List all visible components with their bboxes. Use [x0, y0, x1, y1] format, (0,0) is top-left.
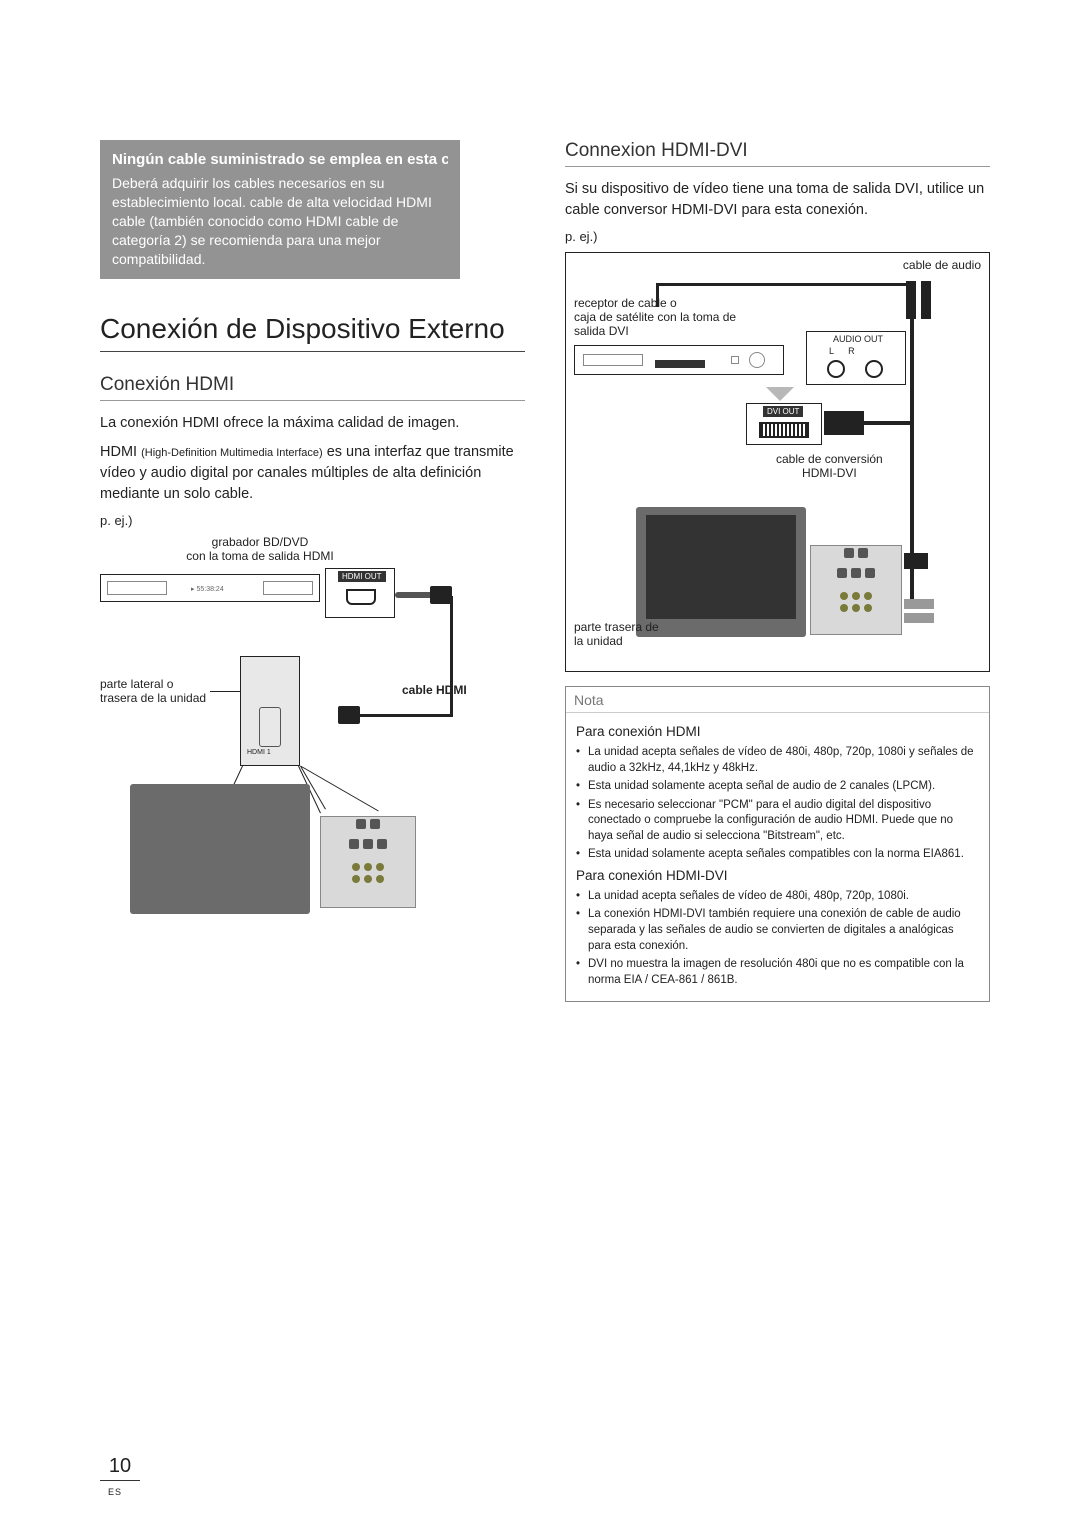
- warning-title: Ningún cable suministrado se emplea en e…: [112, 150, 448, 170]
- nota-item: La unidad acepta señales de vídeo de 480…: [576, 745, 979, 776]
- conv-cable-label: cable de conversión HDMI-DVI: [776, 453, 883, 481]
- nota-heading: Nota: [566, 687, 989, 713]
- hdmi-dvi-heading: Connexion HDMI-DVI: [565, 140, 990, 167]
- rca-plug-2: [904, 613, 934, 623]
- audio-plug-2: [921, 281, 931, 319]
- dvi-out-label: DVI OUT: [763, 406, 803, 417]
- nota-item: Es necesario seleccionar "PCM" para el a…: [576, 798, 979, 845]
- tv-side-panel: HDMI 1: [240, 656, 300, 766]
- tv-back-panel-right: [810, 545, 902, 635]
- nota-item: Esta unidad solamente acepta señal de au…: [576, 779, 979, 795]
- warning-body: Deberá adquirir los cables necesarios en…: [112, 174, 448, 268]
- nota-item: La conexión HDMI-DVI también requiere un…: [576, 907, 979, 954]
- nota-item: La unidad acepta señales de vídeo de 480…: [576, 889, 979, 905]
- dvi-plug: [824, 411, 864, 435]
- hdmi-heading: Conexión HDMI: [100, 374, 525, 401]
- audio-out-label: AUDIO OUT: [833, 334, 883, 344]
- dvi-out-box: DVI OUT: [746, 403, 822, 445]
- warning-box: Ningún cable suministrado se emplea en e…: [100, 140, 460, 279]
- hdmi-para-2: HDMI (High-Definition Multimedia Interfa…: [100, 442, 525, 505]
- arrow-down-icon: [766, 387, 794, 401]
- page-number: 10: [100, 1455, 140, 1481]
- receiver-label: receptor de cable o caja de satélite con…: [574, 297, 774, 338]
- page-language: ES: [108, 1487, 122, 1497]
- hdmi-pre: HDMI: [100, 444, 141, 460]
- hdmi-dvi-para: Si su dispositivo de vídeo tiene una tom…: [565, 179, 990, 221]
- side-rear-label: parte lateral o trasera de la unidad: [100, 678, 210, 706]
- bd-dvd-device: ▸ 55:38:24: [100, 574, 320, 602]
- nota-item: DVI no muestra la imagen de resolución 4…: [576, 957, 979, 988]
- audio-plug-1: [906, 281, 916, 319]
- example-label-right: p. ej.): [565, 229, 990, 244]
- back-unit-label: parte trasera de la unidad: [574, 621, 659, 649]
- hdmi-sub: (High-Definition Multimedia Interface): [141, 447, 323, 459]
- page-columns: Ningún cable suministrado se emplea en e…: [100, 140, 990, 1002]
- audio-cable-label: cable de audio: [903, 259, 981, 273]
- nota-list-hdmi-dvi: La unidad acepta señales de vídeo de 480…: [576, 889, 979, 988]
- hdmi-out-port: HDMI OUT: [325, 568, 395, 618]
- nota-item: Esta unidad solamente acepta señales com…: [576, 847, 979, 863]
- right-column: Connexion HDMI-DVI Si su dispositivo de …: [565, 140, 990, 1002]
- nota-box: Nota Para conexión HDMI La unidad acepta…: [565, 686, 990, 1002]
- hdmi-out-label: HDMI OUT: [338, 571, 386, 582]
- bd-dvd-label: grabador BD/DVD con la toma de salida HD…: [160, 536, 360, 564]
- nota-list-hdmi: La unidad acepta señales de vídeo de 480…: [576, 745, 979, 863]
- cable-hdmi-label: cable HDMI: [402, 684, 467, 698]
- hdmi-para-1: La conexión HDMI ofrece la máxima calida…: [100, 413, 525, 434]
- section-heading: Conexión de Dispositivo Externo: [100, 313, 525, 352]
- tv-back-panel-left: [320, 816, 416, 908]
- hdmi-dvi-diagram: cable de audio receptor de cable o caja …: [565, 252, 990, 672]
- nota-sub-hdmi-dvi: Para conexión HDMI-DVI: [576, 867, 979, 885]
- tv-unit-left: [130, 784, 310, 914]
- hdmi-plug-top: [430, 586, 452, 604]
- nota-sub-hdmi: Para conexión HDMI: [576, 723, 979, 741]
- example-label-left: p. ej.): [100, 513, 525, 528]
- lr-label: L R: [829, 346, 861, 356]
- hdmi-diagram: grabador BD/DVD con la toma de salida HD…: [100, 536, 525, 926]
- receiver-device: [574, 345, 784, 375]
- left-column: Ningún cable suministrado se emplea en e…: [100, 140, 525, 1002]
- audio-out-box: AUDIO OUT L R: [806, 331, 906, 385]
- rca-plug-1: [904, 599, 934, 609]
- hdmi-plug-bottom: [338, 706, 360, 724]
- hdmi-plug-panel: [904, 553, 928, 569]
